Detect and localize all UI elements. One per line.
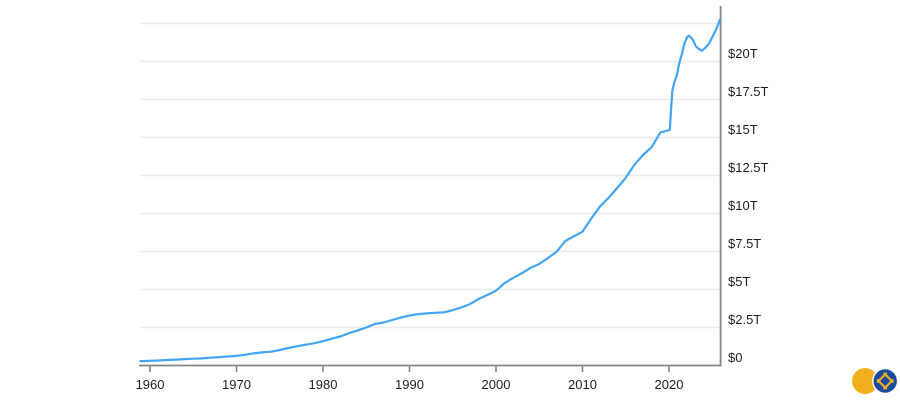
y-axis-label: $7.5T	[728, 236, 761, 251]
y-axis-label: $5T	[728, 274, 750, 289]
y-axis-label: $0	[728, 350, 742, 365]
diamond-icon	[876, 372, 894, 390]
x-axis-label: 1990	[395, 377, 424, 392]
x-axis-label: 2020	[655, 377, 684, 392]
y-axis-label: $15T	[728, 122, 758, 137]
x-axis-label: 2000	[482, 377, 511, 392]
x-axis-label: 1970	[222, 377, 251, 392]
y-axis-label: $12.5T	[728, 160, 769, 175]
x-axis-label: 2010	[568, 377, 597, 392]
y-axis-label: $17.5T	[728, 84, 769, 99]
y-axis-label: $20T	[728, 46, 758, 61]
coin-yellow-icon	[852, 368, 878, 394]
x-axis-label: 1980	[309, 377, 338, 392]
data-line	[139, 18, 722, 363]
site-logo[interactable]	[851, 366, 900, 396]
y-axis-label: $2.5T	[728, 312, 761, 327]
x-axis-label: 1960	[136, 377, 165, 392]
y-axis-label: $10T	[728, 198, 758, 213]
coin-blue-icon	[872, 367, 899, 395]
